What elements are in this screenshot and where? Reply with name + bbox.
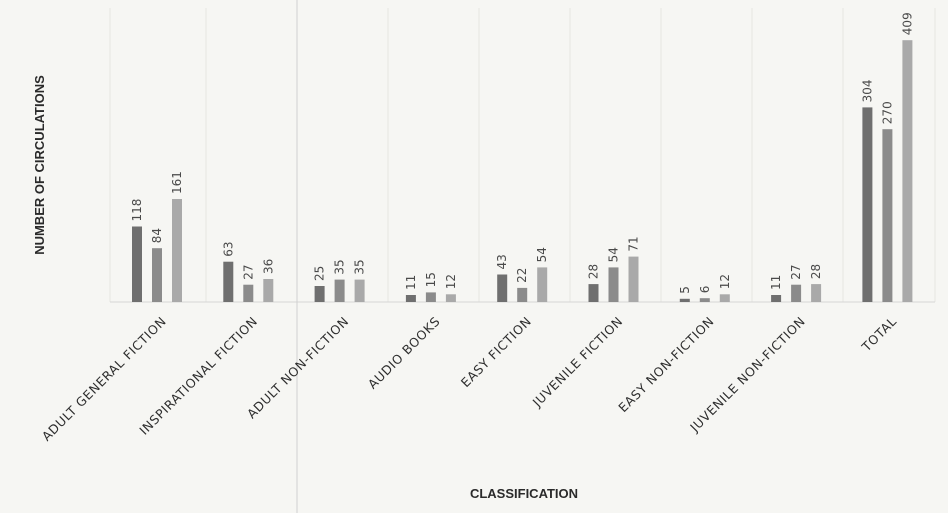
bar-7-2 bbox=[811, 284, 822, 302]
bar-2-1 bbox=[334, 279, 345, 302]
category-label-5: JUVENILE FICTION bbox=[529, 314, 626, 411]
data-label-4-1: 22 bbox=[515, 268, 529, 283]
data-label-2-2: 35 bbox=[353, 259, 367, 274]
bar-1-2 bbox=[263, 279, 274, 302]
data-label-0-1: 84 bbox=[150, 228, 164, 243]
data-label-1-1: 27 bbox=[241, 264, 255, 279]
data-label-8-0: 304 bbox=[860, 79, 874, 102]
data-label-8-2: 409 bbox=[900, 12, 914, 35]
data-label-6-1: 6 bbox=[698, 286, 712, 294]
data-label-5-0: 28 bbox=[587, 264, 601, 279]
bar-8-0 bbox=[862, 107, 873, 303]
data-label-1-0: 63 bbox=[221, 241, 235, 256]
bar-5-0 bbox=[588, 284, 599, 302]
data-label-3-0: 11 bbox=[404, 275, 418, 290]
data-label-0-0: 118 bbox=[130, 199, 144, 222]
data-label-8-1: 270 bbox=[880, 101, 894, 124]
category-label-8: TOTAL bbox=[858, 314, 899, 355]
bar-8-1 bbox=[882, 129, 893, 302]
data-label-4-2: 54 bbox=[535, 247, 549, 262]
bar-3-0 bbox=[405, 295, 416, 302]
bar-2-0 bbox=[314, 286, 325, 302]
bar-5-2 bbox=[628, 256, 639, 302]
bar-4-0 bbox=[497, 274, 508, 302]
bar-4-2 bbox=[537, 267, 548, 302]
bar-6-2 bbox=[719, 294, 730, 302]
bar-0-0 bbox=[132, 226, 142, 302]
bars-group bbox=[132, 40, 913, 303]
data-label-5-2: 71 bbox=[627, 236, 641, 251]
category-label-3: AUDIO BOOKS bbox=[365, 314, 443, 392]
bar-6-1 bbox=[699, 298, 710, 302]
x-axis-title: CLASSIFICATION bbox=[470, 486, 578, 501]
data-label-7-2: 28 bbox=[809, 264, 823, 279]
data-label-7-0: 11 bbox=[769, 275, 783, 290]
bar-7-0 bbox=[771, 295, 782, 302]
bar-0-1 bbox=[152, 248, 162, 302]
bar-3-2 bbox=[445, 294, 456, 302]
bar-6-0 bbox=[679, 298, 690, 302]
data-labels-group: 118 84 161 63 27 36 25 35 35 11 15 12 43 22 54 28 54 71 5 6… bbox=[130, 12, 914, 294]
data-label-4-0: 43 bbox=[495, 254, 509, 269]
bar-1-1 bbox=[243, 284, 254, 302]
bar-5-1 bbox=[608, 267, 619, 302]
data-label-6-2: 12 bbox=[718, 274, 732, 289]
data-label-5-1: 54 bbox=[607, 247, 621, 262]
data-label-6-0: 5 bbox=[678, 286, 692, 294]
bar-1-0 bbox=[223, 261, 234, 302]
category-label-6: EASY NON-FICTION bbox=[615, 314, 717, 416]
data-label-0-2: 161 bbox=[170, 171, 184, 194]
bar-8-2 bbox=[902, 40, 913, 302]
data-label-3-1: 15 bbox=[424, 272, 438, 287]
data-label-2-0: 25 bbox=[313, 266, 327, 281]
bar-4-1 bbox=[517, 287, 528, 302]
bar-2-2 bbox=[354, 279, 365, 302]
data-label-2-1: 35 bbox=[333, 259, 347, 274]
gridlines bbox=[109, 8, 936, 302]
data-label-1-2: 36 bbox=[261, 259, 275, 274]
data-label-3-2: 12 bbox=[444, 274, 458, 289]
category-label-2: ADULT NON-FICTION bbox=[244, 314, 352, 422]
data-label-7-1: 27 bbox=[789, 264, 803, 279]
bar-0-2 bbox=[172, 199, 182, 302]
y-axis-title: NUMBER OF CIRCULATIONS bbox=[32, 75, 47, 255]
bar-7-1 bbox=[791, 284, 802, 302]
category-label-4: EASY FICTION bbox=[458, 314, 535, 391]
bar-3-1 bbox=[425, 292, 436, 302]
